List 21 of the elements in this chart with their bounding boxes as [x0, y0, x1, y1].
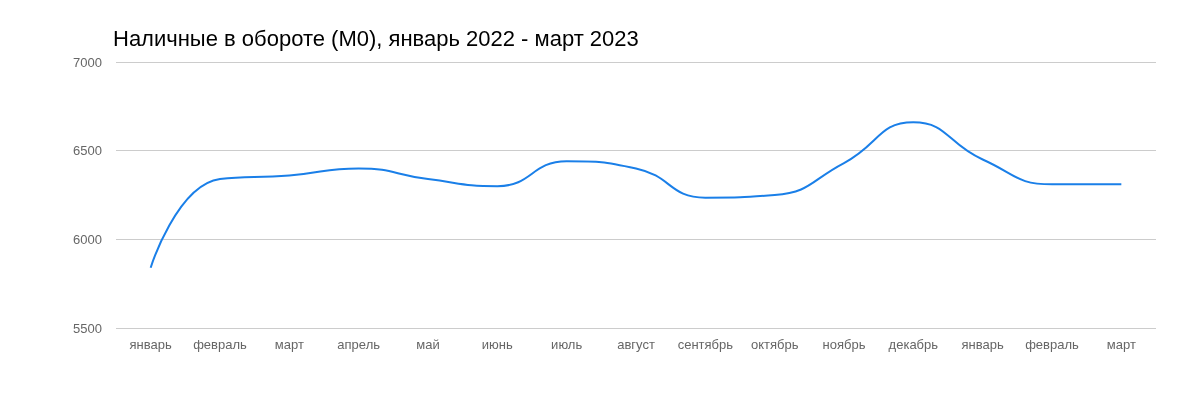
chart-title: Наличные в обороте (М0), январь 2022 - март 2023 — [113, 25, 639, 51]
y-tick-label: 5500 — [73, 320, 102, 336]
x-tick-label: сентябрь — [677, 337, 734, 352]
x-tick-label: март — [274, 337, 304, 352]
x-tick-label: март — [1106, 337, 1136, 352]
x-tick-label: декабрь — [888, 337, 939, 352]
y-tick-label: 7000 — [73, 54, 102, 70]
x-tick-label: июль — [551, 337, 583, 352]
x-tick-label: ноябрь — [822, 337, 866, 352]
x-tick-label: апрель — [337, 337, 381, 352]
x-tick-label: июнь — [481, 337, 514, 352]
x-tick-label: январь — [961, 337, 1004, 352]
x-tick-label: январь — [129, 337, 172, 352]
line-series — [149, 121, 1123, 269]
x-tick-label: февраль — [193, 337, 248, 352]
x-tick-label: февраль — [1025, 337, 1080, 352]
y-tick-label: 6500 — [73, 143, 102, 159]
y-tick-label: 6000 — [73, 231, 102, 247]
x-tick-label: май — [416, 337, 440, 352]
x-tick-label: октябрь — [750, 337, 799, 352]
x-tick-label: август — [617, 337, 655, 352]
